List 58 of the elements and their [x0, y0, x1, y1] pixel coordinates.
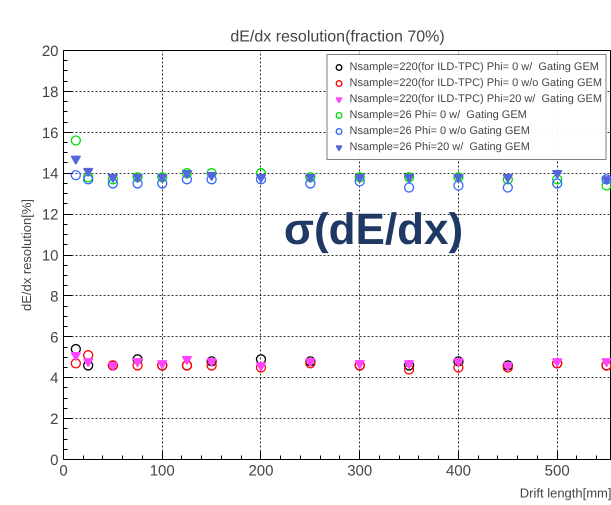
- x-tick-label: 400: [446, 462, 471, 480]
- point: [502, 182, 513, 193]
- point: [206, 168, 217, 178]
- y-tick-label: 18: [42, 84, 59, 101]
- legend-label: Nsample=220(for ILD-TPC) Phi= 0 w/ Gating GEM: [350, 60, 599, 74]
- annotation: σ(dE/dx): [284, 205, 464, 254]
- y-tick-label: 10: [42, 248, 59, 264]
- chart-title: dE/dx resolution(fraction 70%): [230, 28, 445, 46]
- legend-label: Nsample=26 Phi=20 w/ Gating GEM: [350, 140, 530, 154]
- legend-label: Nsample=26 Phi= 0 w/ Gating GEM: [350, 108, 527, 122]
- legend-label: Nsample=220(for ILD-TPC) Phi= 0 w/o Gating GEM: [350, 76, 602, 90]
- point: [354, 176, 365, 187]
- y-tick-label: 0: [50, 452, 58, 469]
- point: [305, 178, 316, 189]
- point: [70, 156, 81, 165]
- x-axis-title: Drift length[mm]: [520, 486, 611, 500]
- y-axis-title: dE/dx resolution[%]: [18, 198, 34, 311]
- point: [83, 358, 94, 368]
- point: [132, 358, 143, 368]
- point: [157, 178, 168, 189]
- y-tick-label: 2: [50, 411, 58, 428]
- point: [601, 358, 611, 368]
- point: [182, 356, 192, 366]
- point: [83, 168, 94, 177]
- point: [70, 135, 81, 146]
- y-tick-label: 8: [50, 288, 58, 306]
- point: [132, 360, 143, 371]
- point: [132, 178, 143, 189]
- point: [453, 362, 464, 373]
- point: [70, 352, 81, 362]
- legend-label: Nsample=26 Phi= 0 w/o Gating GEM: [350, 124, 530, 138]
- y-tick-label: 20: [42, 43, 59, 60]
- point: [132, 354, 143, 364]
- point: [552, 178, 562, 189]
- y-tick-label: 14: [42, 166, 59, 183]
- point: [453, 180, 464, 191]
- point: [404, 364, 414, 375]
- point: [108, 178, 118, 189]
- point: [552, 170, 562, 180]
- y-tick-label: 6: [50, 329, 58, 346]
- point: [83, 360, 94, 371]
- legend-label: Nsample=220(for ILD-TPC) Phi=20 w/ Gating GEM: [350, 92, 602, 106]
- y-tick-label: 12: [42, 206, 59, 224]
- x-tick-label: 100: [150, 462, 175, 480]
- point: [70, 170, 81, 180]
- point: [206, 360, 217, 371]
- y-tick-label: 4: [50, 370, 58, 388]
- y-tick-label: 16: [42, 124, 59, 142]
- point: [70, 358, 81, 369]
- point: [552, 174, 562, 184]
- x-tick-label: 200: [248, 462, 274, 480]
- point: [601, 180, 611, 191]
- point: [404, 182, 414, 193]
- point: [206, 174, 217, 184]
- point: [182, 174, 192, 184]
- point: [206, 172, 217, 182]
- x-tick-label: 500: [544, 462, 570, 480]
- x-tick-label: 300: [347, 462, 372, 480]
